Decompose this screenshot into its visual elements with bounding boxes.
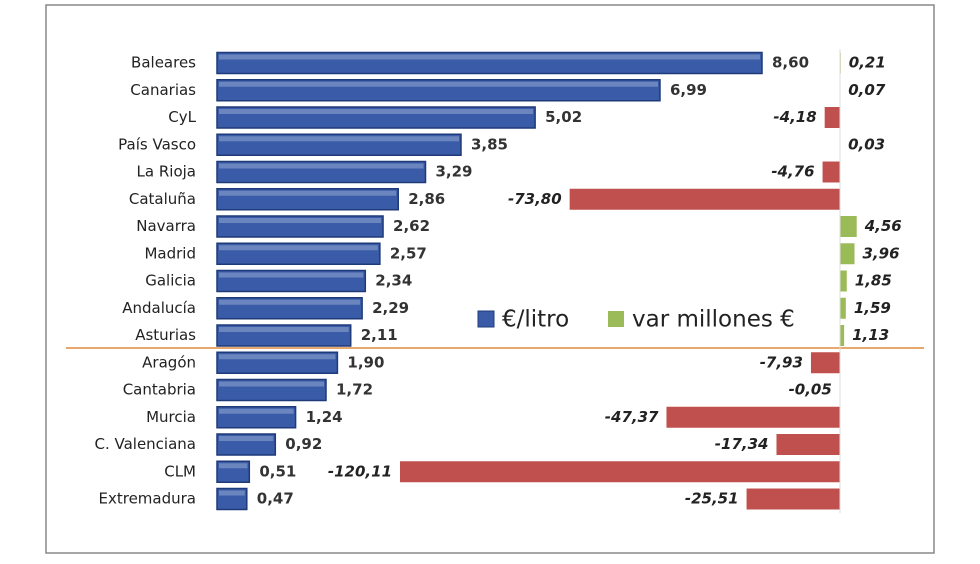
category-label: Andalucía	[122, 299, 196, 317]
value-label: 8,60	[772, 54, 809, 72]
value-label: 1,90	[347, 353, 384, 371]
legend-label: €/litro	[502, 307, 569, 333]
category-label: País Vasco	[118, 135, 196, 153]
bar-highlight	[219, 354, 335, 359]
var-bar	[840, 325, 844, 346]
bar-highlight	[219, 82, 658, 87]
var-bar	[825, 107, 840, 128]
bar-highlight	[219, 409, 294, 414]
value-label: 0,51	[259, 462, 296, 480]
value-label: 0,92	[285, 435, 322, 453]
var-label: 1,13	[852, 326, 889, 344]
category-label: Madrid	[144, 244, 196, 262]
var-bar	[811, 352, 840, 373]
category-label: Aragón	[142, 353, 196, 371]
category-label: CLM	[164, 462, 196, 480]
bar-highlight	[219, 273, 363, 278]
category-label: Galicia	[145, 272, 196, 290]
var-label: -7,93	[760, 353, 803, 371]
var-label: -0,05	[789, 381, 832, 399]
value-label: 2,11	[361, 326, 398, 344]
var-bar	[823, 162, 840, 183]
bar-highlight	[219, 191, 396, 196]
var-label: -4,18	[773, 108, 816, 126]
bar-highlight	[219, 300, 360, 305]
bar-highlight	[219, 136, 459, 141]
legend-label: var millones €	[632, 307, 795, 333]
var-bar	[570, 189, 840, 210]
var-label: 0,07	[848, 81, 886, 99]
value-label: 1,72	[336, 381, 373, 399]
category-label: La Rioja	[137, 163, 196, 181]
bar-highlight	[219, 55, 760, 60]
value-label: 2,34	[375, 272, 412, 290]
var-label: -73,80	[508, 190, 562, 208]
bar-highlight	[219, 436, 273, 441]
var-bar	[747, 489, 840, 510]
var-label: 0,21	[849, 54, 886, 72]
var-bar	[776, 434, 840, 455]
bar-highlight	[219, 491, 245, 496]
bar-highlight	[219, 109, 533, 114]
var-label: -4,76	[771, 163, 814, 181]
bar-highlight	[219, 245, 378, 250]
value-label: 2,86	[408, 190, 445, 208]
value-label: 5,02	[545, 108, 582, 126]
var-label: -25,51	[685, 490, 739, 508]
var-bar	[666, 407, 840, 428]
category-label: Baleares	[131, 54, 196, 72]
var-label: 1,59	[854, 299, 891, 317]
category-label: Cataluña	[129, 190, 196, 208]
value-label: 0,47	[257, 490, 294, 508]
value-label: 2,62	[393, 217, 430, 235]
value-label: 3,85	[471, 135, 508, 153]
legend-swatch	[608, 311, 624, 327]
var-label: 1,85	[855, 272, 892, 290]
var-bar	[840, 298, 846, 319]
legend-swatch	[478, 311, 494, 327]
var-label: 3,96	[863, 244, 900, 262]
category-label: Cantabria	[123, 381, 196, 399]
var-bar	[840, 271, 847, 292]
bar-highlight	[219, 164, 423, 169]
bar-highlight	[219, 327, 349, 332]
value-label: 1,24	[306, 408, 343, 426]
category-label: Asturias	[135, 326, 196, 344]
bar-highlight	[219, 218, 381, 223]
category-label: Navarra	[136, 217, 196, 235]
category-label: C. Valenciana	[94, 435, 196, 453]
var-label: 4,56	[864, 217, 902, 235]
var-bar	[840, 216, 857, 237]
value-label: 2,57	[390, 244, 427, 262]
category-label: Canarias	[130, 81, 196, 99]
category-label: Extremadura	[99, 490, 197, 508]
var-label: -47,37	[605, 408, 659, 426]
value-label: 3,29	[435, 163, 472, 181]
bar-highlight	[219, 382, 324, 387]
var-bar	[400, 461, 840, 482]
category-label: Murcia	[146, 408, 196, 426]
category-label: CyL	[168, 108, 196, 126]
var-label: 0,03	[848, 135, 885, 153]
value-label: 2,29	[372, 299, 409, 317]
var-label: -17,34	[715, 435, 769, 453]
var-bar	[840, 243, 855, 264]
bar-highlight	[219, 463, 247, 468]
value-label: 6,99	[670, 81, 707, 99]
var-label: -120,11	[328, 462, 392, 480]
